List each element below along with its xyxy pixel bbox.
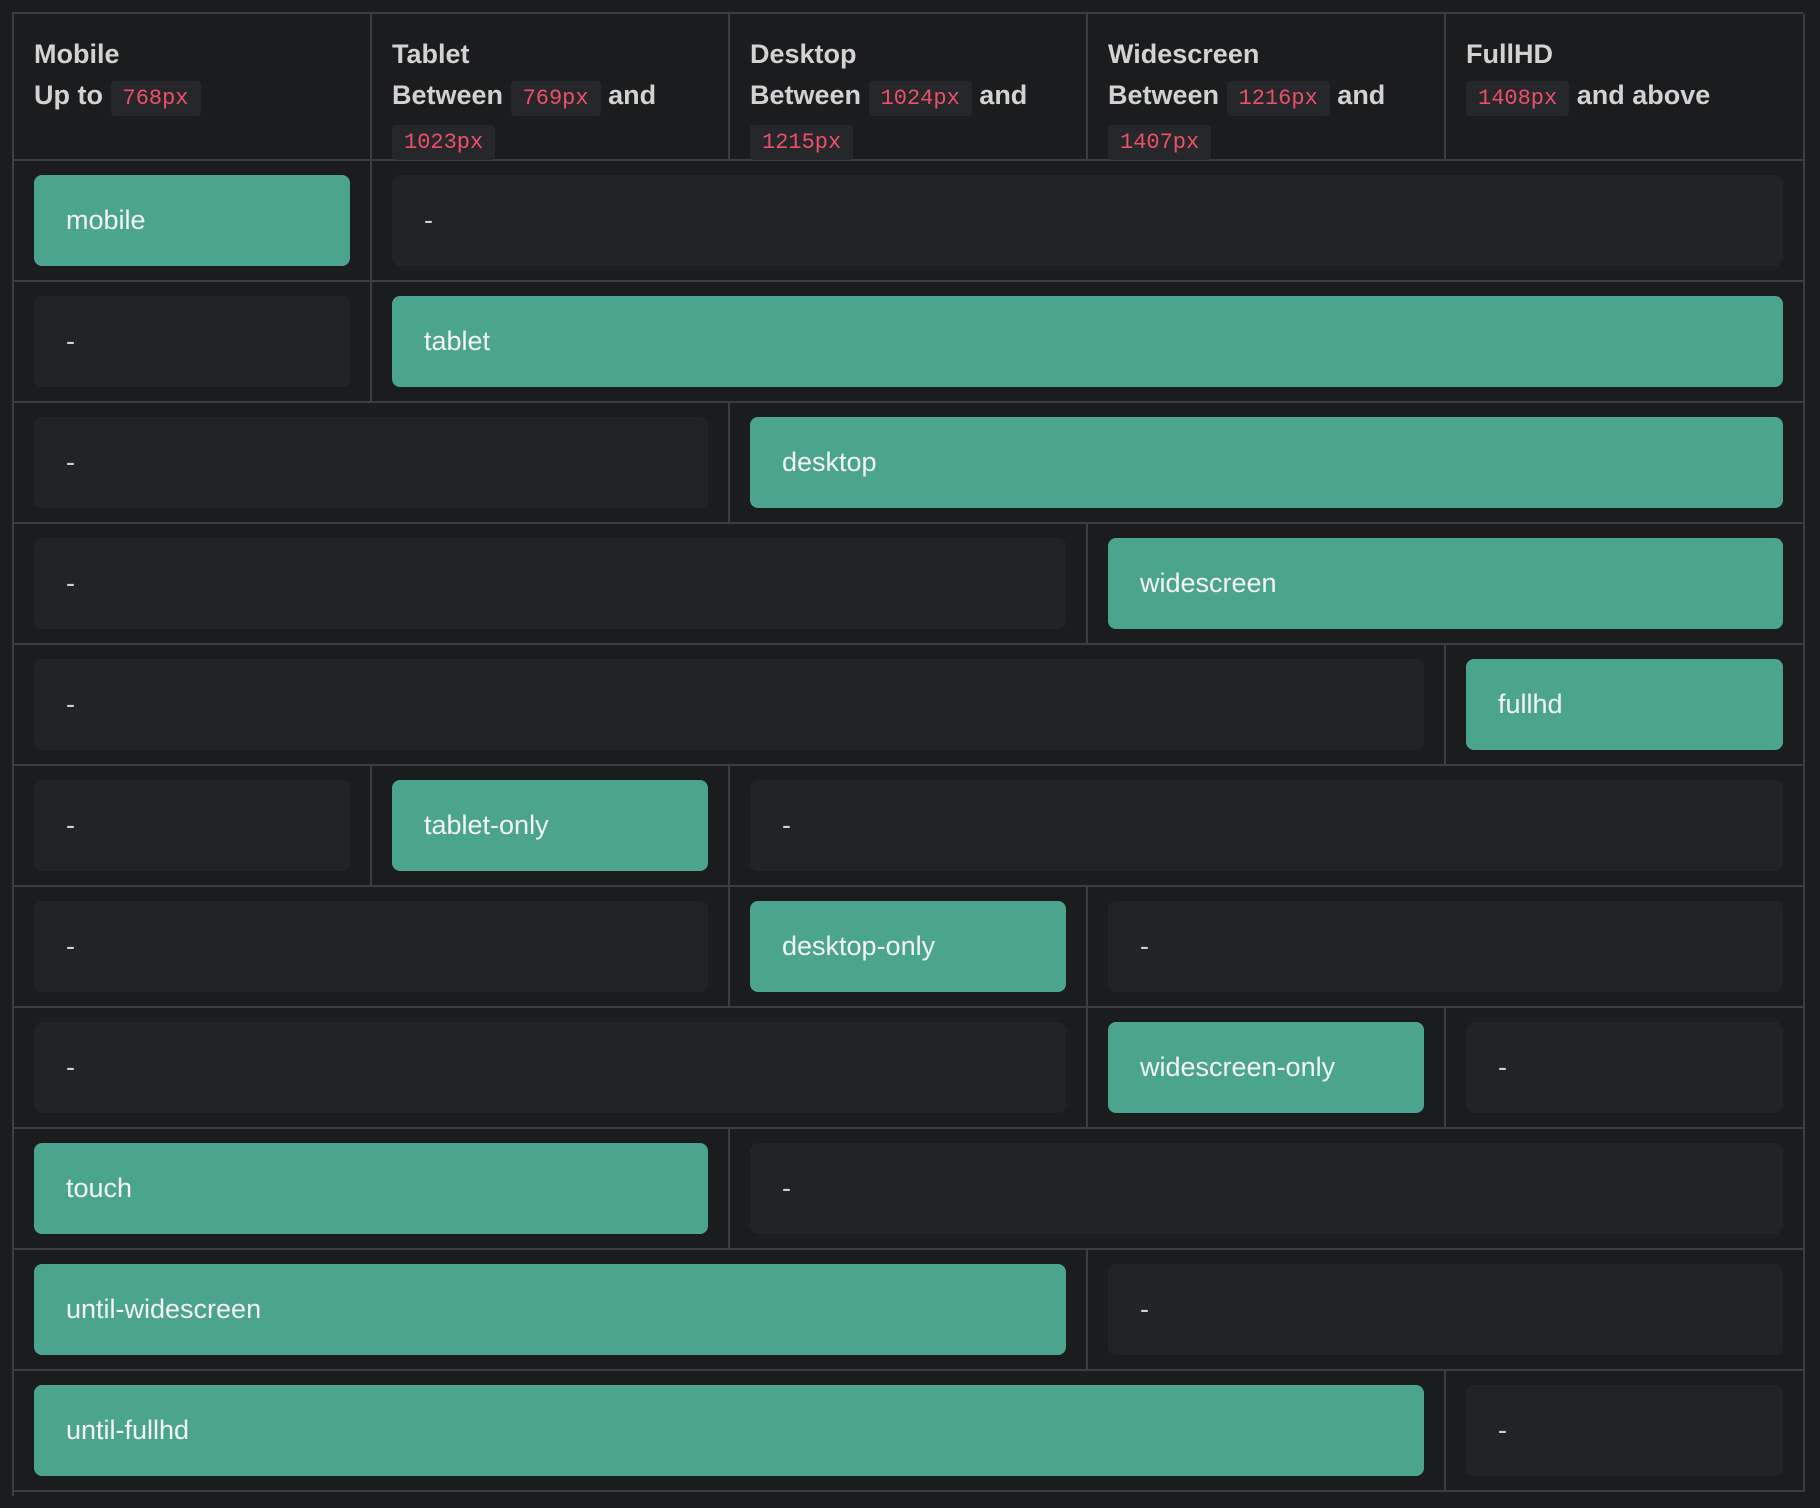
row-cell: - xyxy=(14,645,1446,766)
row-cell: widescreen xyxy=(1088,524,1805,645)
row-cell: until-fullhd xyxy=(14,1371,1446,1492)
row-cell: mobile xyxy=(14,161,372,282)
modifier-desktop: desktop xyxy=(750,417,1783,508)
empty-cell: - xyxy=(34,296,350,387)
range-text: Between xyxy=(1108,80,1220,110)
row-cell: touch xyxy=(14,1129,730,1250)
breakpoint-range: Between 769px and 1023px xyxy=(392,75,708,163)
row-cell: - xyxy=(1088,1250,1805,1371)
row-cell: - xyxy=(1088,887,1805,1008)
row-cell: - xyxy=(14,403,730,524)
header-title: FullHD xyxy=(1466,39,1553,69)
row-cell: - xyxy=(730,1129,1805,1250)
empty-cell: - xyxy=(34,780,350,871)
row-cell: - xyxy=(1446,1371,1805,1492)
range-text: and xyxy=(608,80,657,110)
range-from-code: 1024px xyxy=(868,81,972,116)
modifier-tablet: tablet xyxy=(392,296,1783,387)
row-cell: desktop xyxy=(730,403,1805,524)
header-title: Mobile xyxy=(34,39,120,69)
row-cell: desktop-only xyxy=(730,887,1088,1008)
breakpoint-range: Between 1024px and 1215px xyxy=(750,75,1066,163)
row-cell: widescreen-only xyxy=(1088,1008,1446,1129)
modifier-until-widescreen: until-widescreen xyxy=(34,1264,1066,1355)
empty-cell: - xyxy=(1108,1264,1783,1355)
row-cell: tablet xyxy=(372,282,1805,403)
empty-cell: - xyxy=(392,175,1783,266)
range-to-code: 1215px xyxy=(750,125,854,160)
empty-cell: - xyxy=(34,659,1424,750)
header-desktop: Desktop Between 1024px and 1215px xyxy=(730,14,1088,161)
empty-cell: - xyxy=(34,417,708,508)
empty-cell: - xyxy=(750,780,1783,871)
range-to-code: 1023px xyxy=(392,125,496,160)
row-cell: tablet-only xyxy=(372,766,730,887)
breakpoint-range: Between 1216px and 1407px xyxy=(1108,75,1424,163)
range-text: Between xyxy=(750,80,862,110)
modifier-fullhd: fullhd xyxy=(1466,659,1783,750)
header-mobile: Mobile Up to 768px xyxy=(14,14,372,161)
range-text: and xyxy=(1337,80,1386,110)
breakpoint-table: Mobile Up to 768px Tablet Between 769px and… xyxy=(12,12,1805,1496)
range-text: and xyxy=(979,80,1028,110)
header-tablet: Tablet Between 769px and 1023px xyxy=(372,14,730,161)
row-cell: - xyxy=(14,524,1088,645)
breakpoint-range: 1408px and above xyxy=(1466,75,1783,119)
range-from-code: 768px xyxy=(110,81,201,116)
row-cell: - xyxy=(14,282,372,403)
row-cell: - xyxy=(730,766,1805,887)
range-from-code: 1408px xyxy=(1466,81,1570,116)
modifier-widescreen: widescreen xyxy=(1108,538,1783,629)
modifier-mobile: mobile xyxy=(34,175,350,266)
empty-cell: - xyxy=(34,1022,1066,1113)
range-text: Between xyxy=(392,80,504,110)
range-text: and above xyxy=(1576,80,1711,110)
row-cell: - xyxy=(14,1008,1088,1129)
header-title: Tablet xyxy=(392,39,470,69)
header-title: Widescreen xyxy=(1108,39,1260,69)
row-cell: - xyxy=(372,161,1805,282)
range-text: Up to xyxy=(34,80,103,110)
modifier-widescreen-only: widescreen-only xyxy=(1108,1022,1424,1113)
range-from-code: 1216px xyxy=(1226,81,1330,116)
empty-cell: - xyxy=(34,538,1066,629)
empty-cell: - xyxy=(750,1143,1783,1234)
modifier-desktop-only: desktop-only xyxy=(750,901,1066,992)
row-cell: - xyxy=(14,766,372,887)
row-cell: until-widescreen xyxy=(14,1250,1088,1371)
header-fullhd: FullHD 1408px and above xyxy=(1446,14,1805,161)
empty-cell: - xyxy=(1108,901,1783,992)
header-widescreen: Widescreen Between 1216px and 1407px xyxy=(1088,14,1446,161)
row-cell: - xyxy=(14,887,730,1008)
modifier-until-fullhd: until-fullhd xyxy=(34,1385,1424,1476)
range-from-code: 769px xyxy=(510,81,601,116)
empty-cell: - xyxy=(1466,1385,1783,1476)
modifier-tablet-only: tablet-only xyxy=(392,780,708,871)
empty-cell: - xyxy=(1466,1022,1783,1113)
empty-cell: - xyxy=(34,901,708,992)
row-cell: - xyxy=(1446,1008,1805,1129)
modifier-touch: touch xyxy=(34,1143,708,1234)
range-to-code: 1407px xyxy=(1108,125,1212,160)
row-cell: fullhd xyxy=(1446,645,1805,766)
header-title: Desktop xyxy=(750,39,857,69)
breakpoint-range: Up to 768px xyxy=(34,75,350,119)
